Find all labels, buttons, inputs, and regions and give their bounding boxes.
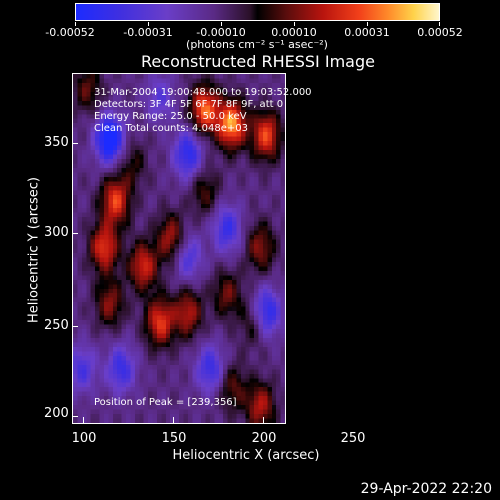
colorbar-units: (photons cm⁻² s⁻¹ asec⁻²) [186,38,328,51]
colorbar-gradient [76,4,439,20]
heatmap-image [73,74,285,423]
colorbar-label: -0.00031 [123,26,173,39]
x-axis-tick [83,417,84,423]
plot-area [72,73,286,424]
colorbar-tick [294,22,295,26]
y-axis-tick [72,416,78,417]
y-axis-tick [72,143,78,144]
annotation-detectors: Detectors: 3F 4F 5F 6F 7F 8F 9F, att 0 [94,99,284,110]
y-axis-tick-label: 350 [44,135,69,150]
annotation-time: 31-Mar-2004 19:00:48.000 to 19:03:52.000 [94,87,312,98]
colorbar-label: 0.00052 [417,26,463,39]
plot-title: Reconstructed RHESSI Image [141,52,375,71]
colorbar-tick [148,22,149,26]
y-axis-tick-label: 300 [44,225,69,240]
colorbar-label: 0.00010 [271,26,317,39]
y-axis-tick [72,233,78,234]
x-axis-tick-label: 200 [251,431,277,446]
x-axis-title: Heliocentric X (arcsec) [172,448,320,463]
x-axis-tick-label: 100 [71,431,97,446]
x-axis-tick [173,417,174,423]
y-axis-title: Heliocentric Y (arcsec) [26,177,42,323]
colorbar-label: -0.00052 [45,26,95,39]
x-axis-tick-label: 250 [340,431,366,446]
render-timestamp: 29-Apr-2022 22:20 [360,481,492,497]
annotation-peak: Position of Peak = [239,356] [94,397,237,408]
colorbar [75,3,440,21]
y-axis-tick-label: 250 [44,318,69,333]
colorbar-tick [367,22,368,26]
colorbar-tick [75,22,76,26]
x-axis-tick-label: 150 [161,431,187,446]
colorbar-tick [221,22,222,26]
annotation-clean: Clean Total counts: 4.048e+03 [94,123,248,134]
y-axis-tick [72,326,78,327]
x-axis-tick [263,417,264,423]
colorbar-label: 0.00031 [344,26,390,39]
colorbar-label: -0.00010 [196,26,246,39]
y-axis-tick-label: 200 [44,406,69,421]
colorbar-tick [439,22,440,26]
annotation-energy: Energy Range: 25.0 - 50.0 keV [94,111,247,122]
